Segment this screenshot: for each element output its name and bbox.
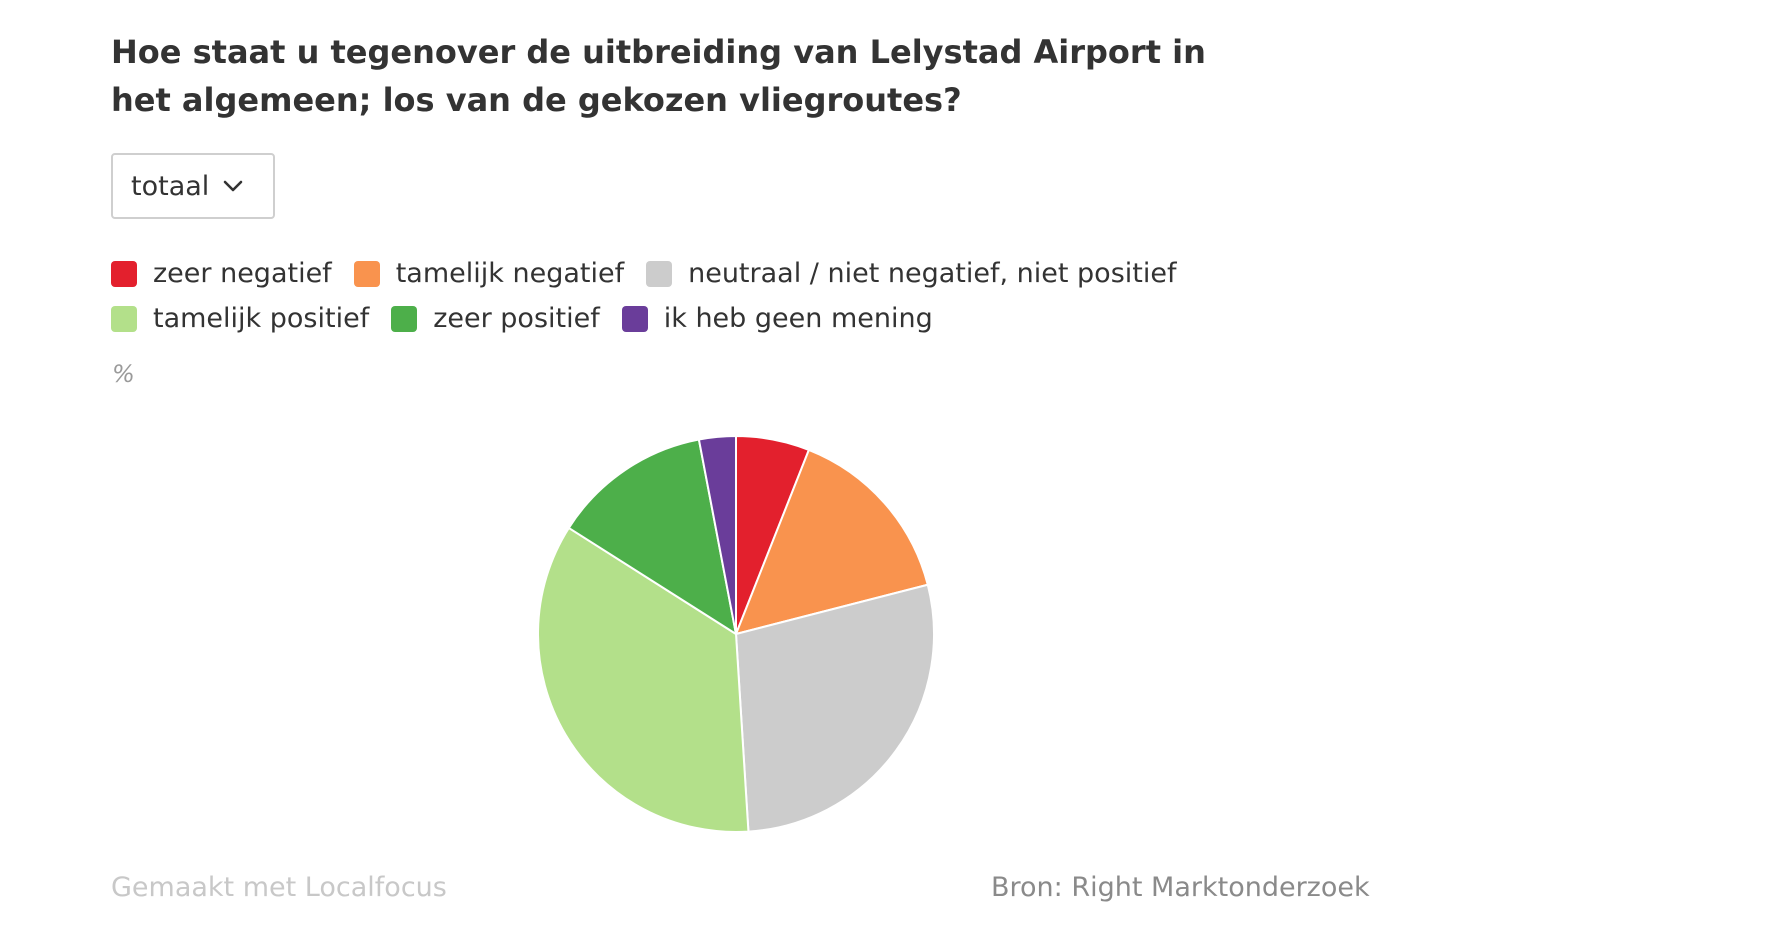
- legend-swatch: [353, 260, 380, 287]
- legend-row-1: zeer negatief tamelijk negatief neutraal…: [111, 251, 1311, 296]
- pie-slice-4[interactable]: [567, 438, 737, 635]
- unit-label: %: [112, 360, 135, 388]
- legend-item[interactable]: tamelijk positief: [111, 303, 369, 334]
- legend-label: neutraal / niet negatief, niet positief: [688, 258, 1177, 289]
- legend-swatch: [621, 305, 648, 332]
- pie-slice-2[interactable]: [735, 583, 935, 833]
- legend-item[interactable]: tamelijk negatief: [353, 258, 625, 289]
- legend-label: tamelijk positief: [153, 303, 370, 334]
- filter-selected-value: totaal: [131, 170, 210, 202]
- pie-slice-3[interactable]: [537, 526, 750, 833]
- pie-chart: [537, 435, 935, 833]
- pie-slice-1[interactable]: [735, 448, 929, 635]
- legend-label: zeer positief: [433, 303, 600, 334]
- legend-label: zeer negatief: [153, 258, 332, 289]
- legend-swatch: [111, 305, 137, 332]
- credit-text: Gemaakt met Localfocus: [111, 872, 447, 903]
- source-line: Bron: Right Marktonderzoek: [991, 872, 1370, 903]
- source-label: Bron:: [991, 872, 1063, 903]
- legend: zeer negatief tamelijk negatief neutraal…: [111, 251, 1311, 341]
- legend-item[interactable]: zeer positief: [391, 303, 600, 334]
- legend-item[interactable]: zeer negatief: [111, 258, 332, 289]
- filter-dropdown[interactable]: totaal: [111, 153, 275, 219]
- legend-label: ik heb geen mening: [663, 303, 933, 334]
- legend-swatch: [646, 260, 673, 287]
- source-name: Right Marktonderzoek: [1071, 872, 1370, 903]
- legend-swatch: [391, 305, 418, 332]
- chart-title: Hoe staat u tegenover de uitbreiding van…: [111, 33, 1206, 119]
- legend-swatch: [111, 260, 137, 287]
- legend-label: tamelijk negatief: [395, 258, 625, 289]
- legend-row-2: tamelijk positief zeer positief ik heb g…: [111, 296, 1311, 341]
- legend-item[interactable]: neutraal / niet negatief, niet positief: [646, 258, 1176, 289]
- chevron-down-icon: [223, 180, 243, 192]
- pie-slice-5[interactable]: [697, 435, 737, 635]
- legend-item[interactable]: ik heb geen mening: [621, 303, 933, 334]
